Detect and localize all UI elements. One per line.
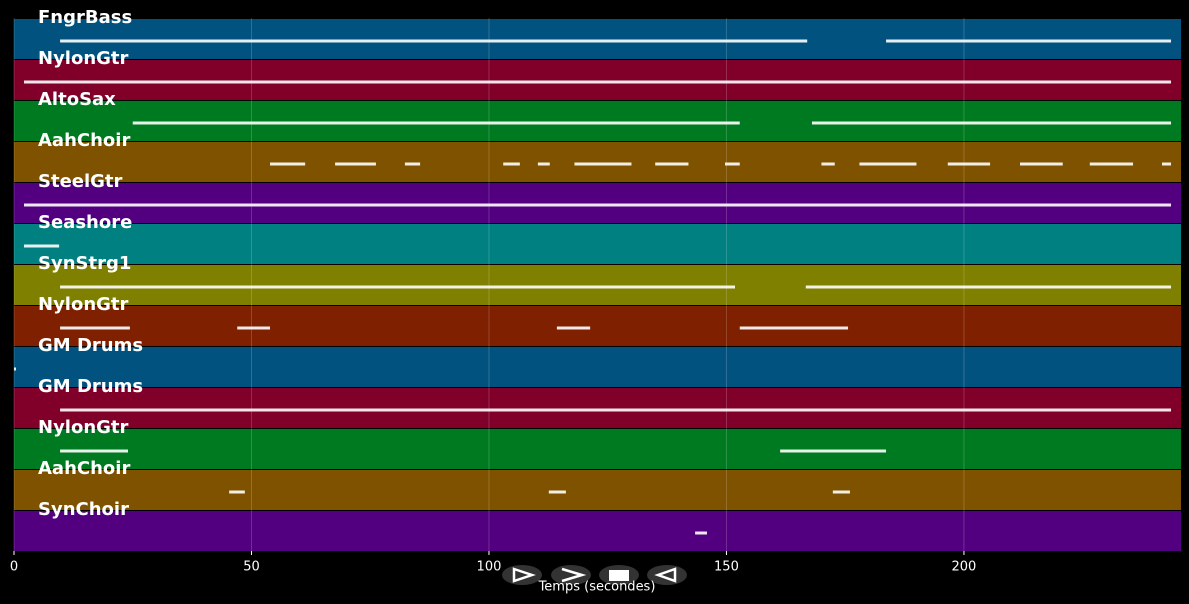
track-name: AahChoir: [38, 130, 130, 151]
x-tick-label: 100: [477, 560, 502, 575]
track-band: [14, 429, 1181, 469]
note: [574, 162, 632, 166]
note: [1019, 162, 1063, 166]
note: [655, 162, 689, 166]
note: [821, 162, 835, 166]
note: [695, 531, 707, 535]
note: [1089, 162, 1134, 166]
notes: [14, 39, 1172, 535]
note: [60, 285, 736, 289]
note: [811, 121, 1172, 125]
playback-controls: [502, 565, 687, 585]
track-name: NylonGtr: [38, 48, 129, 69]
note: [60, 449, 128, 453]
track-name: SynChoir: [38, 499, 129, 520]
note: [1162, 162, 1172, 166]
note: [886, 39, 1172, 43]
grid: [13, 18, 965, 555]
note: [780, 449, 887, 453]
track-name: GM Drums: [38, 335, 143, 356]
back-button[interactable]: [647, 565, 687, 585]
x-tick-label: 200: [952, 560, 977, 575]
track-name: FngrBass: [38, 7, 132, 28]
track-band: [14, 183, 1181, 223]
note: [23, 244, 60, 248]
track-band: [14, 306, 1181, 346]
track-name: NylonGtr: [38, 417, 129, 438]
note: [335, 162, 376, 166]
note: [60, 326, 130, 330]
track-name: SynStrg1: [38, 253, 131, 274]
x-tick-label: 0: [10, 560, 18, 575]
note: [23, 203, 1172, 207]
track-name: SteelGtr: [38, 171, 123, 192]
track-band: [14, 224, 1181, 264]
note: [237, 326, 271, 330]
note: [556, 326, 591, 330]
track-band: [14, 470, 1181, 510]
track-name: Seashore: [38, 212, 132, 233]
track-band: [14, 101, 1181, 141]
note: [548, 490, 566, 494]
note: [132, 121, 740, 125]
track-name: GM Drums: [38, 376, 143, 397]
track-band: [14, 142, 1181, 182]
note: [832, 490, 850, 494]
track-band: [14, 347, 1181, 387]
note: [805, 285, 1172, 289]
track-name: AltoSax: [38, 89, 116, 110]
note: [404, 162, 421, 166]
note: [229, 490, 245, 494]
x-tick-label: 50: [243, 560, 260, 575]
note: [725, 162, 740, 166]
track-band: [14, 511, 1181, 551]
tracks: [14, 19, 1181, 551]
note: [60, 39, 808, 43]
note: [947, 162, 991, 166]
note: [270, 162, 306, 166]
track-band: [14, 388, 1181, 428]
note: [859, 162, 917, 166]
track-name: NylonGtr: [38, 294, 129, 315]
x-tick-label: 150: [714, 560, 739, 575]
note: [60, 408, 1172, 412]
note: [739, 326, 849, 330]
track-name: AahChoir: [38, 458, 130, 479]
track-band: [14, 265, 1181, 305]
x-axis-label: Temps (secondes): [538, 580, 656, 595]
note: [537, 162, 550, 166]
track-band: [14, 19, 1181, 59]
labels: FngrBass NylonGtr AltoSax AahChoir SteelGtr S…: [10, 7, 976, 575]
forward-button[interactable]: [551, 565, 591, 585]
play-button[interactable]: [502, 565, 542, 585]
note: [23, 80, 1172, 84]
note: [14, 367, 16, 371]
track-band: [14, 60, 1181, 100]
stop-button[interactable]: [599, 565, 639, 585]
note: [503, 162, 520, 166]
